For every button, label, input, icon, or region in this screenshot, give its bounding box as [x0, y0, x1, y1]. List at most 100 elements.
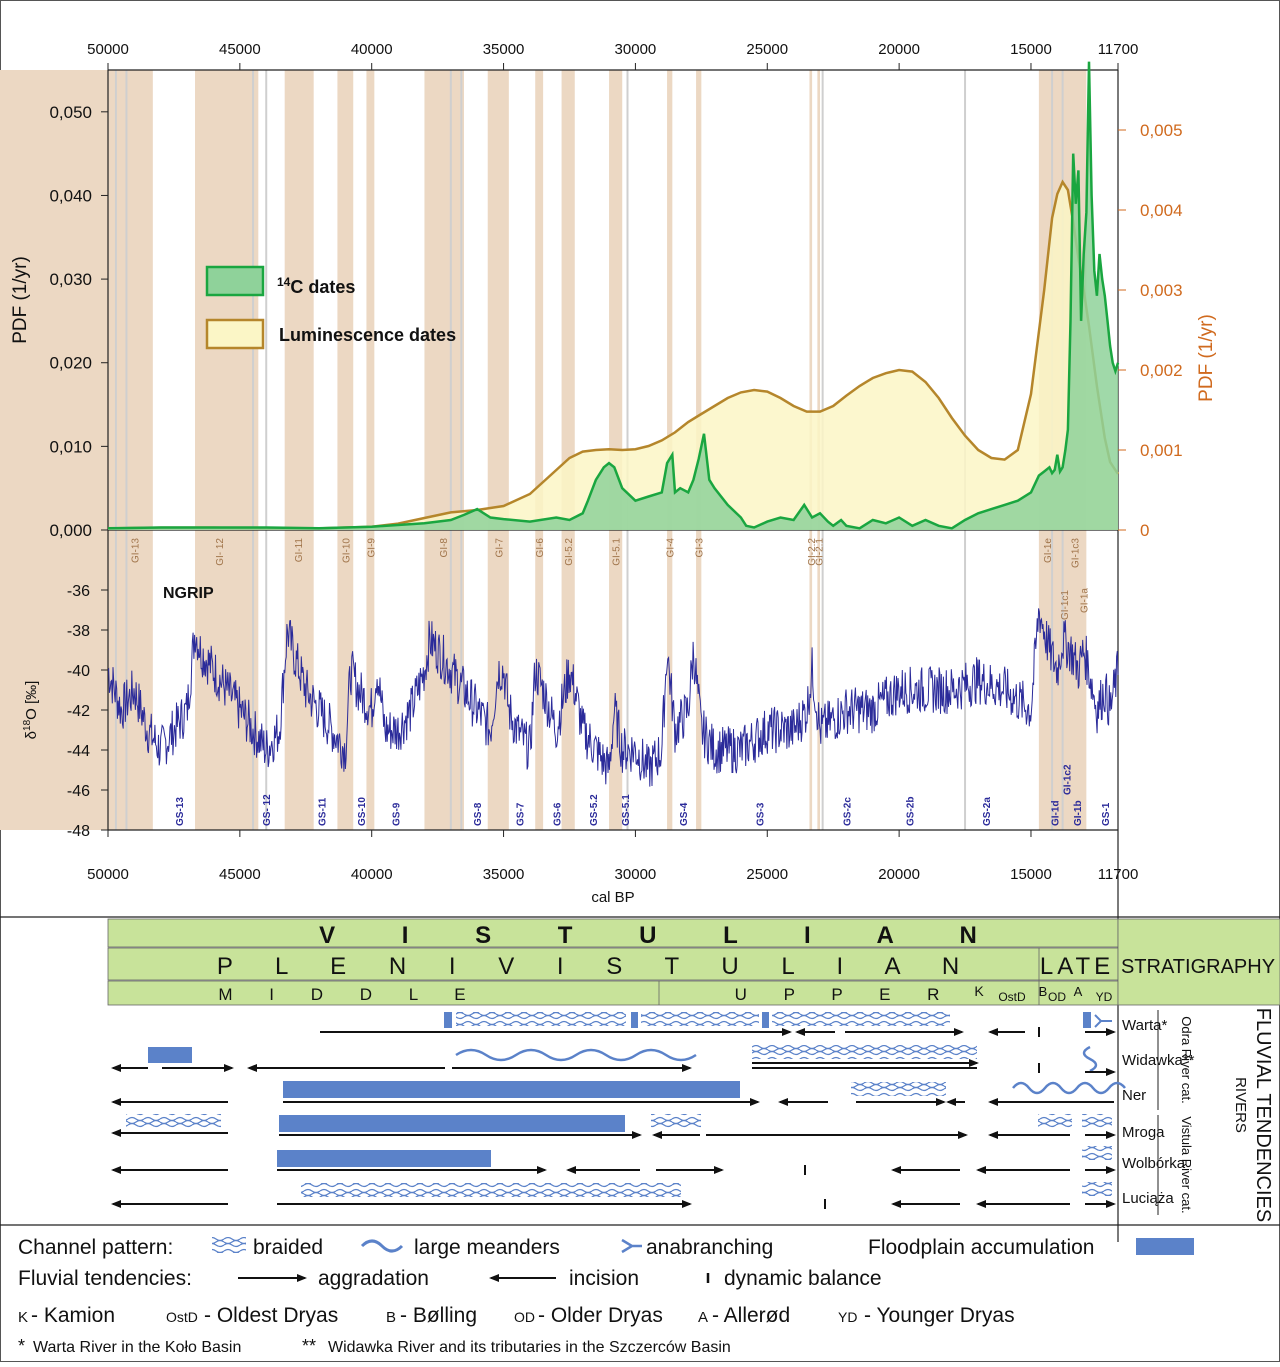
incision-legend-label: incision [569, 1267, 639, 1290]
top-tick-label: 50000 [87, 41, 129, 58]
gi-label: GI-1c1 [1060, 590, 1071, 620]
a-label: A [1074, 984, 1083, 999]
ngrip-line [107, 608, 1119, 787]
abbrev-ostd-text: - Oldest Dryas [204, 1304, 338, 1327]
c14-line [107, 61, 1120, 530]
gi-labels: GI-13 GI- 12 GI-11 GI-10 GI-9 GI-8 GI-7 GI-6 GI-… [130, 538, 1090, 620]
legend-c14-sup: 14 [277, 275, 291, 289]
strat-side-cell [1117, 918, 1280, 1006]
meander-mark [1012, 1081, 1126, 1095]
river-label: Mroga [1122, 1124, 1165, 1141]
right-tick-label: 0,001 [1140, 441, 1183, 460]
bottom-tick-label: 20000 [878, 866, 920, 883]
ngrip-axis-title: δ18O [‰] [22, 681, 40, 740]
right-tick-label: 0 [1140, 521, 1149, 540]
gi-label: GI-1e [1043, 538, 1054, 563]
strat-row-3 [107, 980, 1119, 1006]
gi-label: GI-5.2 [564, 538, 575, 566]
ngrip-tick-label: -48 [67, 823, 90, 840]
stadial-band [561, 70, 575, 830]
gi-label: GI-8 [439, 538, 450, 558]
legend-c14-swatch [205, 265, 265, 297]
gi-label: GI-1a [1080, 588, 1091, 613]
braided-mark [1082, 1114, 1112, 1128]
abbrev-b-text: - Bølling [400, 1304, 477, 1327]
braided-mark [641, 1012, 759, 1026]
meanders-legend-label: large meanders [414, 1236, 560, 1259]
legend-c14-label: 14C dates [277, 275, 355, 297]
gs-label: GS-5.1 [621, 794, 632, 826]
gs-label: GS-2b [906, 797, 917, 826]
river-label: Warta* [1122, 1017, 1167, 1034]
abbrev-k-text: - Kamion [31, 1304, 115, 1327]
bottom-tick-label: 35000 [483, 866, 525, 883]
anabranching-mark [1094, 1014, 1112, 1028]
fluvial-side-sub: RIVERS [1232, 1077, 1249, 1133]
gs-label: GS-13 [175, 797, 186, 826]
bottom-tick-label: 50000 [87, 866, 129, 883]
fluvial-tendencies-label: Fluvial tendencies: [18, 1267, 192, 1290]
right-tick-label: 0,004 [1140, 201, 1183, 220]
gi-label: GI-7 [494, 538, 505, 558]
floodplain-mark [1083, 1012, 1091, 1028]
plenivistulian-label: P L E N I V I S T U L I A N [217, 953, 977, 980]
braided-mark [456, 1012, 626, 1026]
left-tick-label: 0,050 [49, 103, 92, 122]
gs-label: GS-7 [515, 802, 526, 826]
ngrip-tick-label: -36 [67, 583, 90, 600]
abbrev-a-key: A [698, 1309, 708, 1326]
top-tick-label: 20000 [878, 41, 920, 58]
braided-mark [301, 1183, 681, 1197]
bottom-x-axis: 50000 45000 40000 35000 30000 25000 20000 15000… [87, 830, 1138, 883]
braided-mark [1038, 1114, 1072, 1128]
floodplain-mark [762, 1012, 769, 1028]
ngrip-series [107, 608, 1119, 787]
bottom-tick-label: 11700 [1098, 866, 1139, 883]
x-axis-title: cal BP [591, 889, 634, 906]
bottom-tick-label: 30000 [615, 866, 657, 883]
legend-c14-text: C dates [290, 277, 355, 297]
ostd-label: OstD [998, 990, 1026, 1004]
stadial-band [424, 70, 465, 830]
braided-mark [1082, 1146, 1112, 1160]
floodplain-mark [279, 1115, 625, 1132]
ngrip-axis-title-prefix: δ [23, 731, 40, 739]
river-label: Wolbórka [1122, 1155, 1186, 1172]
gi-label: GI-10 [341, 538, 352, 563]
top-tick-label: 15000 [1010, 41, 1052, 58]
vistulian-label: V I S T U L I A N [319, 922, 1007, 949]
gs-label: GS-5.2 [589, 794, 600, 826]
abbrev-od-key: OD [514, 1309, 535, 1325]
gs-label: GS-2a [982, 797, 993, 826]
braided-mark [126, 1114, 221, 1128]
meander-mark [1082, 1045, 1098, 1073]
top-tick-label: 11700 [1098, 41, 1139, 58]
legend: 14C dates Luminescence dates [205, 265, 456, 350]
right-axis-title: PDF (1/yr) [1196, 314, 1217, 402]
gs-label: GS-3 [755, 802, 766, 826]
top-tick-label: 35000 [483, 41, 525, 58]
gs-label: GS-10 [357, 797, 368, 826]
note1-text: Warta River in the Koło Basin [33, 1339, 241, 1356]
gs-label: GS-2c [842, 797, 853, 826]
river-label: Ner [1122, 1087, 1146, 1104]
right-tick-label: 0,002 [1140, 361, 1183, 380]
late-label: LATE [1040, 953, 1114, 980]
note2-text: Widawka River and its tributaries in the… [328, 1339, 731, 1356]
gs-label: GS-8 [473, 802, 484, 826]
stadial-band [337, 70, 354, 830]
braided-mark [851, 1082, 946, 1096]
left-tick-label: 0,020 [49, 354, 92, 373]
bottom-tick-label: 25000 [746, 866, 788, 883]
bottom-tick-label: 15000 [1010, 866, 1052, 883]
odra-group-label: Odra River cat. [1179, 1016, 1194, 1103]
note2-mark: ** [302, 1336, 316, 1356]
luminescence-series [107, 179, 1120, 530]
luminescence-line [107, 179, 1120, 530]
b-label: B [1039, 984, 1048, 999]
gi-label: GI-4 [666, 538, 677, 558]
note1-mark: * [18, 1336, 25, 1356]
ngrip-tick-label: -38 [67, 623, 90, 640]
